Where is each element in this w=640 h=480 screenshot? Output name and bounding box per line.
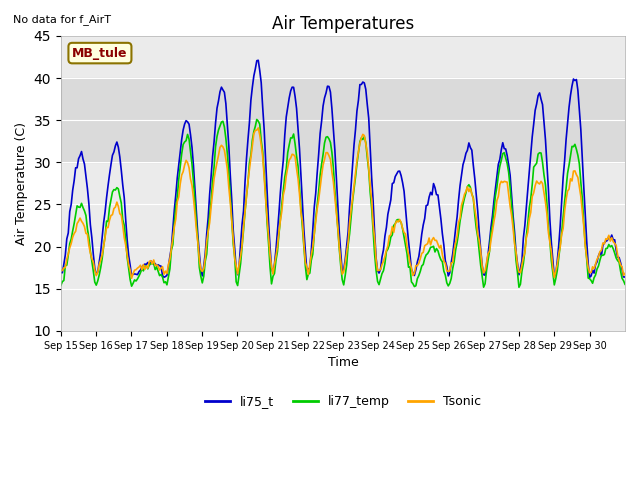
Line: li75_t: li75_t bbox=[61, 60, 625, 277]
Line: li77_temp: li77_temp bbox=[61, 120, 625, 287]
li75_t bbox=[545, 186, 552, 192]
li77_temp bbox=[546, 238, 554, 244]
Tsonic bbox=[128, 276, 136, 281]
li75_t bbox=[621, 274, 629, 280]
Legend: li75_t, li77_temp, Tsonic: li75_t, li77_temp, Tsonic bbox=[200, 390, 486, 413]
li75_t bbox=[255, 58, 262, 63]
Tsonic bbox=[94, 269, 102, 275]
Tsonic bbox=[546, 240, 554, 245]
li77_temp bbox=[461, 195, 468, 201]
Tsonic bbox=[462, 189, 470, 194]
Tsonic bbox=[350, 183, 358, 189]
li75_t bbox=[586, 275, 593, 280]
li77_temp bbox=[76, 204, 84, 210]
li77_temp bbox=[253, 117, 260, 122]
Text: MB_tule: MB_tule bbox=[72, 47, 128, 60]
li77_temp bbox=[349, 198, 356, 204]
li77_temp bbox=[621, 281, 629, 287]
li75_t bbox=[76, 153, 84, 158]
Y-axis label: Air Temperature (C): Air Temperature (C) bbox=[15, 122, 28, 245]
li75_t bbox=[620, 274, 627, 280]
Text: No data for f_AirT: No data for f_AirT bbox=[13, 14, 111, 25]
Tsonic bbox=[255, 125, 262, 131]
li77_temp bbox=[57, 283, 65, 288]
Tsonic bbox=[621, 270, 629, 276]
Line: Tsonic: Tsonic bbox=[61, 128, 625, 278]
Tsonic bbox=[57, 267, 65, 273]
X-axis label: Time: Time bbox=[328, 356, 358, 369]
li77_temp bbox=[515, 284, 523, 290]
li75_t bbox=[57, 270, 65, 276]
li75_t bbox=[349, 163, 356, 168]
li77_temp bbox=[94, 278, 102, 284]
Bar bbox=[61, 78, 625, 162]
Title: Air Temperatures: Air Temperatures bbox=[272, 15, 414, 33]
li75_t bbox=[94, 269, 102, 275]
li77_temp bbox=[620, 278, 627, 284]
li75_t bbox=[461, 157, 468, 163]
Tsonic bbox=[620, 273, 627, 278]
Tsonic bbox=[76, 215, 84, 221]
